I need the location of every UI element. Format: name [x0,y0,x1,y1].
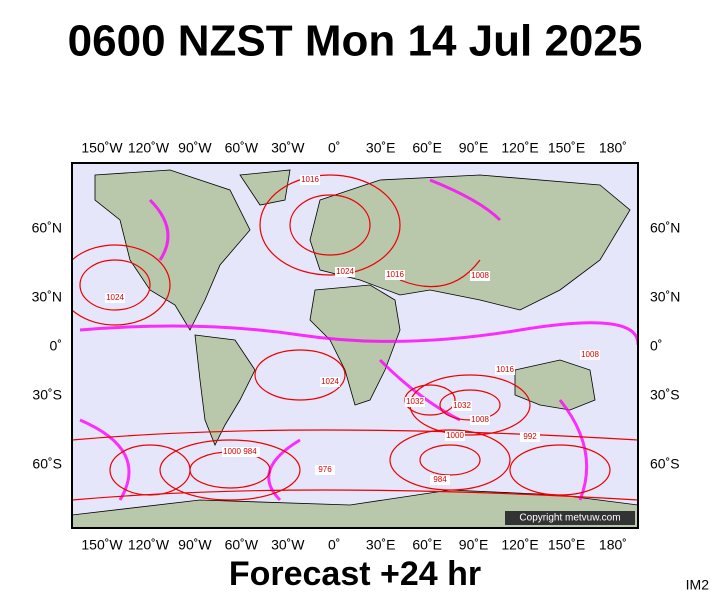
map-area: Copyright metvuw.com [71,162,639,529]
isobar-label: 1024 [106,293,124,302]
isobar-label: 1008 [581,350,599,359]
isobar-label: 1024 [336,267,354,276]
longitude-label: 30˚W [271,140,305,156]
longitude-label: 120˚E [501,140,538,156]
isobar-label: 1016 [386,270,404,279]
longitude-label: 150˚W [81,537,123,553]
isobar-label-bg [300,175,320,185]
longitude-label: 30˚W [271,537,305,553]
map-frame [71,162,639,529]
isobar-label-bg [470,271,490,281]
latitude-label: 30˚N [32,289,62,305]
isobar-label-bg [452,401,472,411]
latitude-label: 60˚N [650,220,680,236]
longitude-label: 150˚E [548,537,585,553]
isobar-label-bg [222,447,242,457]
longitude-label: 90˚W [178,537,212,553]
isobar-label-bg [405,397,425,407]
isobar-label: 1000 [223,447,241,456]
caption: Forecast +24 hr [229,555,481,593]
isobar-label-bg [430,475,450,485]
isobar-label: 1032 [406,397,424,406]
latitude-label: 0˚ [50,338,62,354]
latitude-label: 60˚S [32,456,62,472]
longitude-label: 90˚W [178,140,212,156]
isobar-label: 1008 [471,415,489,424]
isobar-label-bg [320,377,340,387]
longitude-label: 180˚ [599,537,627,553]
isobar-label: 992 [523,432,537,441]
latitude-label: 30˚N [650,289,680,305]
longitude-label: 30˚E [366,537,396,553]
isobar-label-bg [105,293,125,303]
isobar-label-bg [445,431,465,441]
title: 0600 NZST Mon 14 Jul 2025 [68,17,643,66]
latitude-label: 60˚S [650,456,680,472]
isobar-label: 1000 [446,431,464,440]
longitude-label: 90˚E [459,140,489,156]
latitude-label: 0˚ [650,338,662,354]
longitude-label: 0˚ [328,140,340,156]
isobar-label-bg [385,270,405,280]
longitude-label: 60˚W [225,537,259,553]
isobar-label-bg [495,365,515,375]
isobar-label: 1008 [471,271,489,280]
longitude-label: 120˚W [128,537,170,553]
isobar-label: 1016 [496,365,514,374]
isobar-label: 1032 [453,401,471,410]
latitude-label: 30˚S [650,387,680,403]
longitude-label: 60˚W [225,140,259,156]
longitude-label: 150˚E [548,140,585,156]
isobar-label: 976 [318,465,332,474]
isobar-label: 1024 [321,377,339,386]
copyright-box [505,511,635,525]
isobar-label-bg [240,447,260,457]
longitude-label: 60˚E [412,140,442,156]
isobar-label-bg [470,415,490,425]
longitude-label: 120˚W [128,140,170,156]
longitude-label: 120˚E [501,537,538,553]
longitude-label: 90˚E [459,537,489,553]
isobar-label: 984 [243,447,257,456]
isobar-label: 1016 [301,175,319,184]
longitude-label: 150˚W [81,140,123,156]
copyright: Copyright metvuw.com [519,513,620,524]
isobar-label: 984 [433,475,447,484]
latitude-label: 30˚S [32,387,62,403]
longitude-label: 30˚E [366,140,396,156]
latitude-label: 60˚N [32,220,62,236]
longitude-label: 180˚ [599,140,627,156]
isobar-label-bg [520,432,540,442]
isobar-label-bg [580,350,600,360]
isobar-label-bg [315,465,335,475]
isobar-label-bg [335,267,355,277]
longitude-label: 60˚E [412,537,442,553]
image-code: IM2 [686,577,710,593]
longitude-label: 0˚ [328,537,340,553]
